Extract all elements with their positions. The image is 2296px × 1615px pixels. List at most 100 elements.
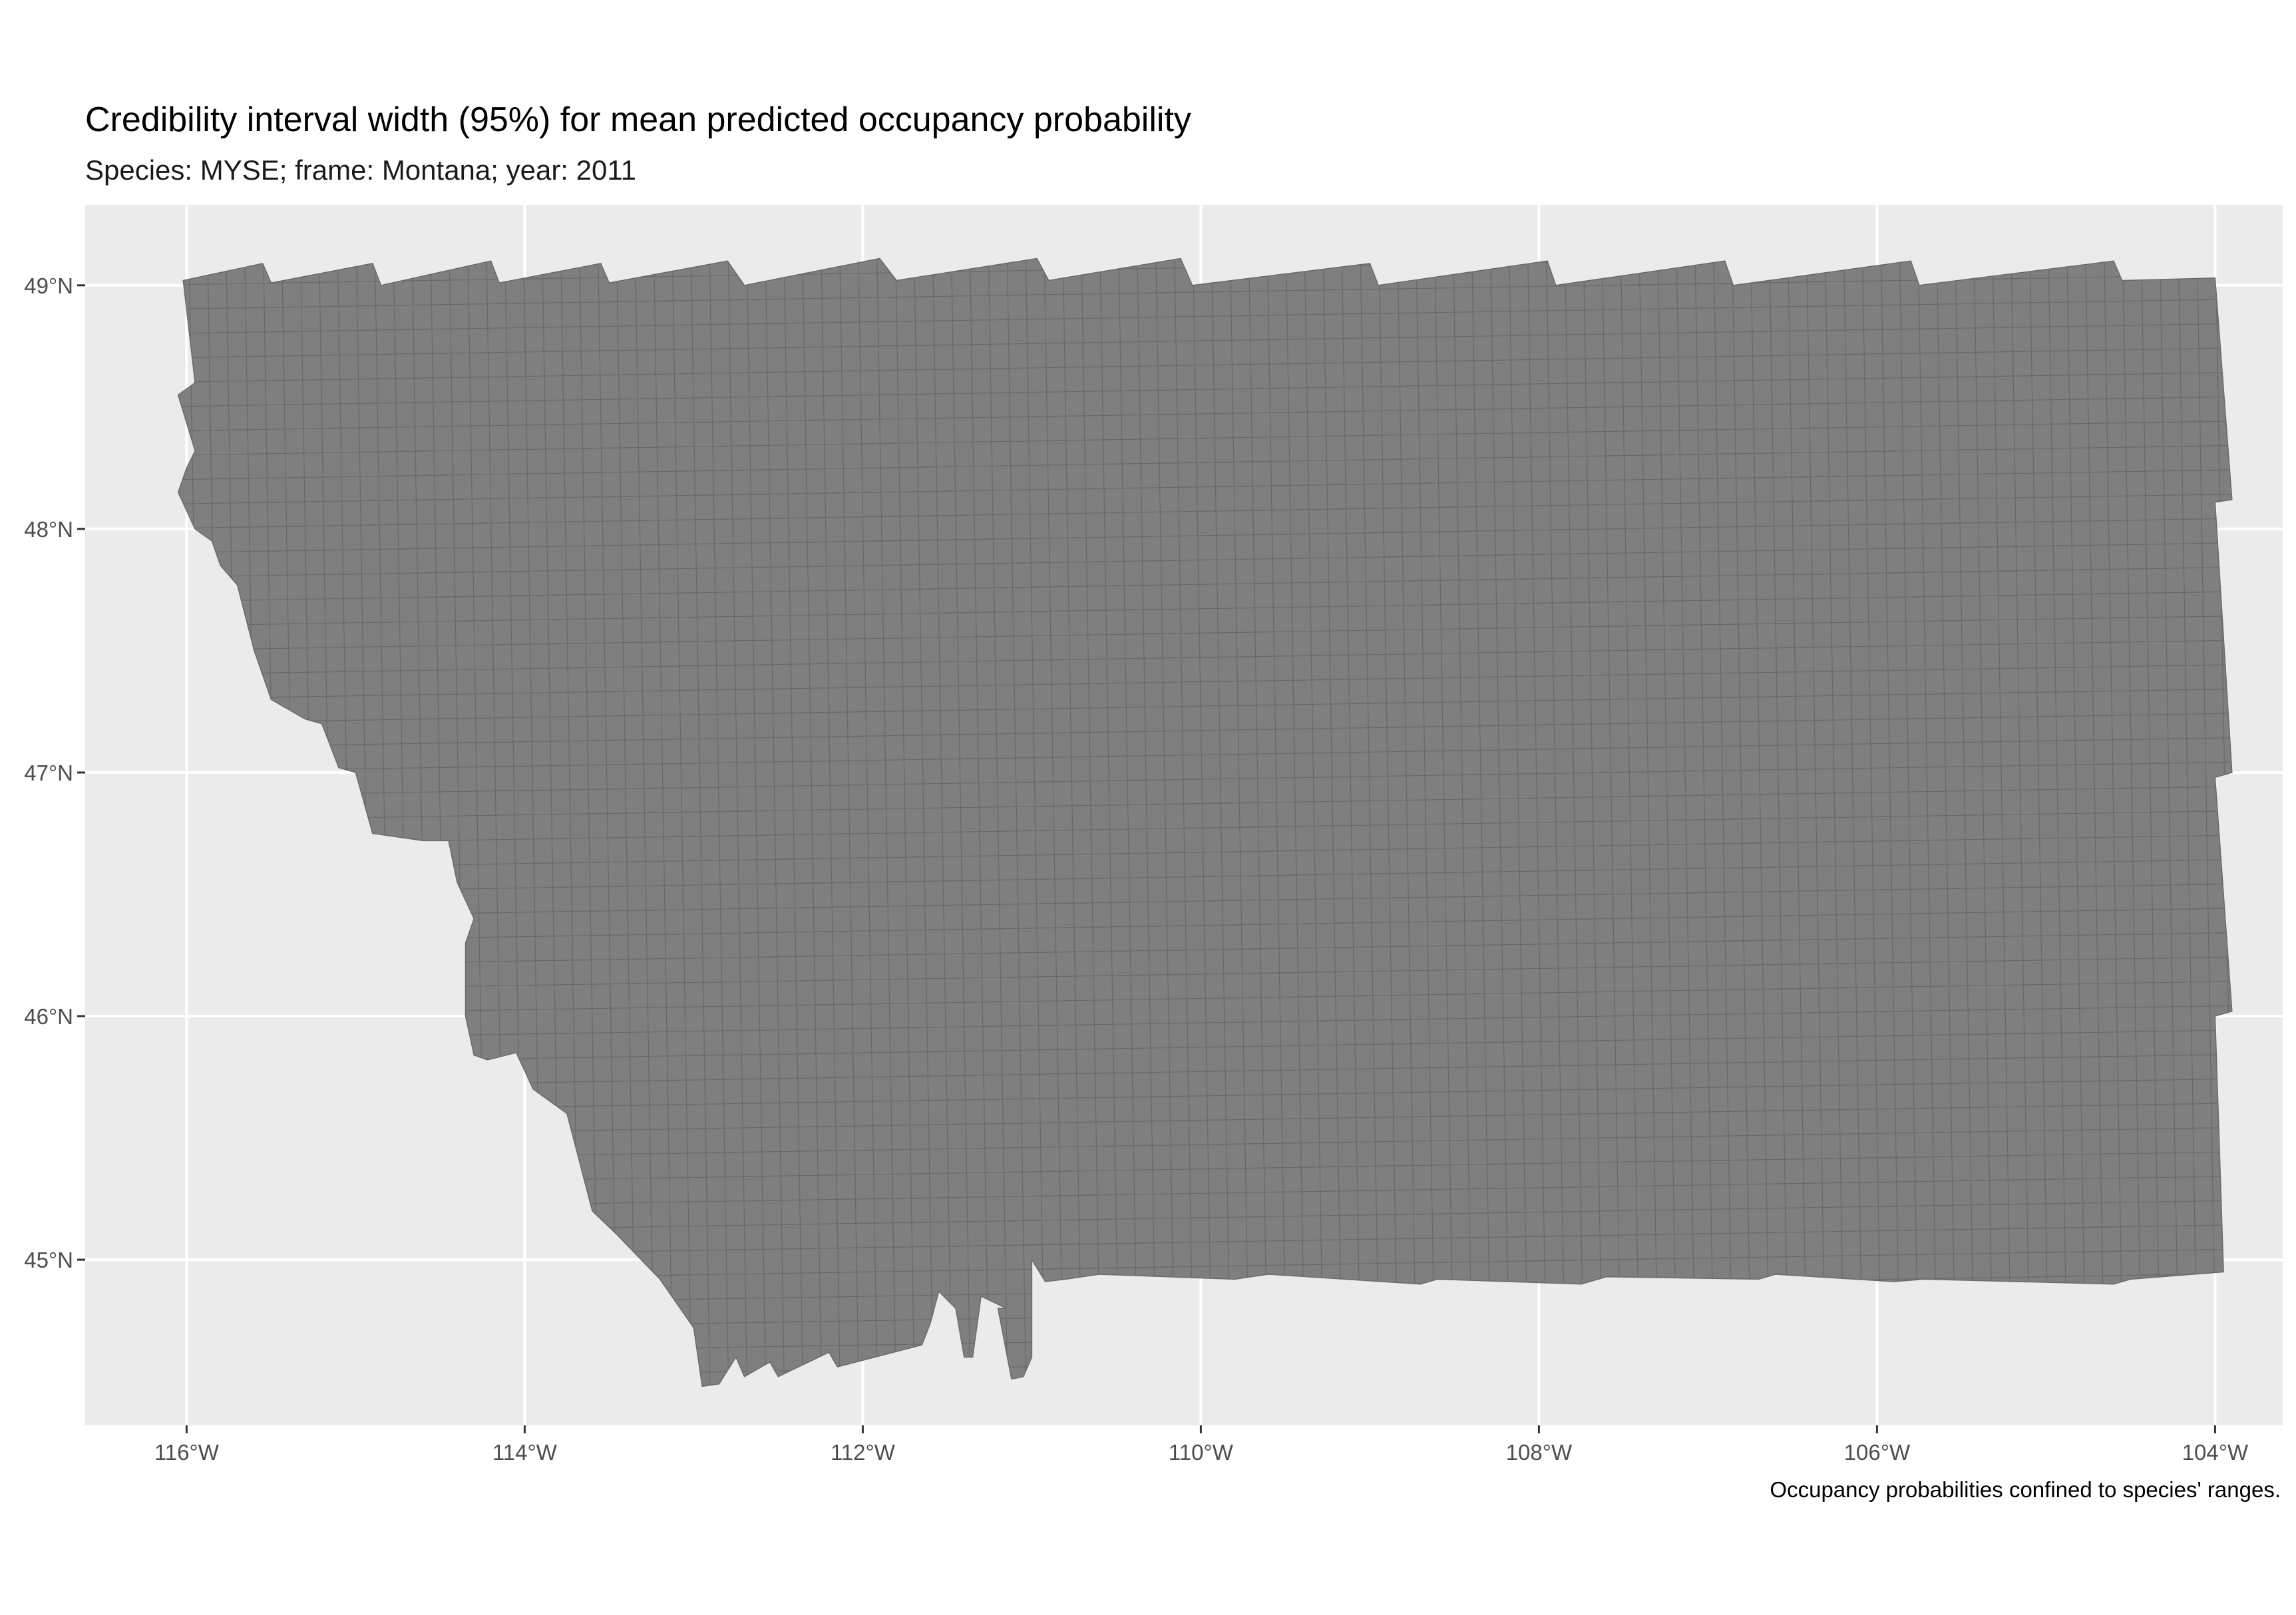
cell-line [178,444,2232,481]
cell-line [764,258,786,1387]
cell-line [178,517,2232,554]
cell-line [1080,258,1102,1387]
x-tick-label: 104°W [2182,1440,2249,1465]
cell-line [178,298,2232,335]
cell-line [178,1029,2232,1065]
cell-line [1879,258,1901,1387]
cell-line [178,493,2232,530]
cell-line [1229,258,1250,1387]
cell-line [1973,258,1995,1387]
cell-line [783,258,805,1387]
cell-line [1898,258,1920,1387]
cell-line [178,615,2232,651]
cell-line [178,420,2232,456]
chart-title: Credibility interval width (95%) for mea… [85,100,1191,139]
y-tick-label: 49°N [24,273,73,298]
cell-line [689,258,711,1387]
cell-line [839,258,860,1387]
cell-line [2028,258,2050,1387]
cell-line [1489,258,1511,1387]
cell-line [178,907,2232,944]
cell-line [2122,258,2143,1387]
cell-line [178,980,2232,1017]
cell-line [745,258,767,1387]
cell-line [1768,258,1790,1387]
cell-line [987,258,1009,1387]
cell-line [1842,258,1864,1387]
cell-line [178,322,2232,359]
cell-line [1861,258,1883,1387]
cell-line [2196,258,2217,1387]
cell-line [1266,258,1288,1387]
cell-line [1656,258,1678,1387]
cell-line [1322,258,1344,1387]
cell-line [876,258,897,1387]
cell-line [1824,258,1845,1387]
cell-line [1303,258,1325,1387]
cell-line [857,258,878,1387]
cell-line [1712,258,1734,1387]
cell-line [968,258,990,1387]
cell-line [1192,258,1213,1387]
cell-line [178,712,2232,749]
cell-line [178,590,2232,627]
cell-line [1638,258,1660,1387]
cell-line [1563,258,1585,1387]
cell-line [708,258,730,1387]
cell-line [178,347,2232,383]
cell-line [1340,258,1362,1387]
cell-line [178,663,2232,700]
cell-line [178,395,2232,433]
cell-line [178,737,2232,773]
cell-line [178,785,2232,822]
cell-line [1434,258,1455,1387]
cell-line [1471,258,1492,1387]
cell-line [2047,258,2069,1387]
x-tick-label: 110°W [1169,1440,1234,1465]
cell-line [1731,258,1753,1387]
cell-line [1284,258,1306,1387]
cell-line [1415,258,1437,1387]
cell-line [1006,258,1028,1387]
cell-line [1359,258,1381,1387]
cell-line [178,371,2232,408]
cell-line [1545,258,1567,1387]
cell-line [178,761,2232,798]
cell-line [178,273,2232,311]
cell-line [1750,258,1772,1387]
cell-line [931,258,953,1387]
x-tick-label: 108°W [1506,1440,1573,1465]
cell-line [1061,258,1083,1387]
cell-line [1396,258,1418,1387]
cell-line [1694,258,1716,1387]
cell-line [950,258,972,1387]
cell-line [178,834,2232,871]
cell-line [1526,258,1548,1387]
cell-line [1508,258,1529,1387]
cell-line [1378,258,1400,1387]
y-tick-label: 45°N [24,1248,73,1272]
x-tick-label: 116°W [154,1440,220,1465]
cell-line [1675,258,1697,1387]
cell-line [2158,258,2180,1387]
cell-line [894,258,916,1387]
cell-line [1210,258,1232,1387]
cell-line [178,688,2232,725]
cell-line [2140,258,2162,1387]
cell-line [1935,258,1957,1387]
y-tick-label: 47°N [24,761,73,785]
cell-line [820,258,842,1387]
cell-line [178,468,2232,505]
cell-line [801,258,823,1387]
cell-line [178,858,2232,895]
cell-line [1954,258,1976,1387]
cell-line [1173,258,1195,1387]
cell-line [1247,258,1269,1387]
cell-line [178,639,2232,676]
x-tick-label: 106°W [1844,1440,1911,1465]
cell-line [1155,258,1176,1387]
cell-line [178,566,2232,603]
chart-subtitle: Species: MYSE; frame: Montana; year: 201… [85,154,636,186]
cell-line [178,542,2232,578]
cell-line [2177,258,2199,1387]
